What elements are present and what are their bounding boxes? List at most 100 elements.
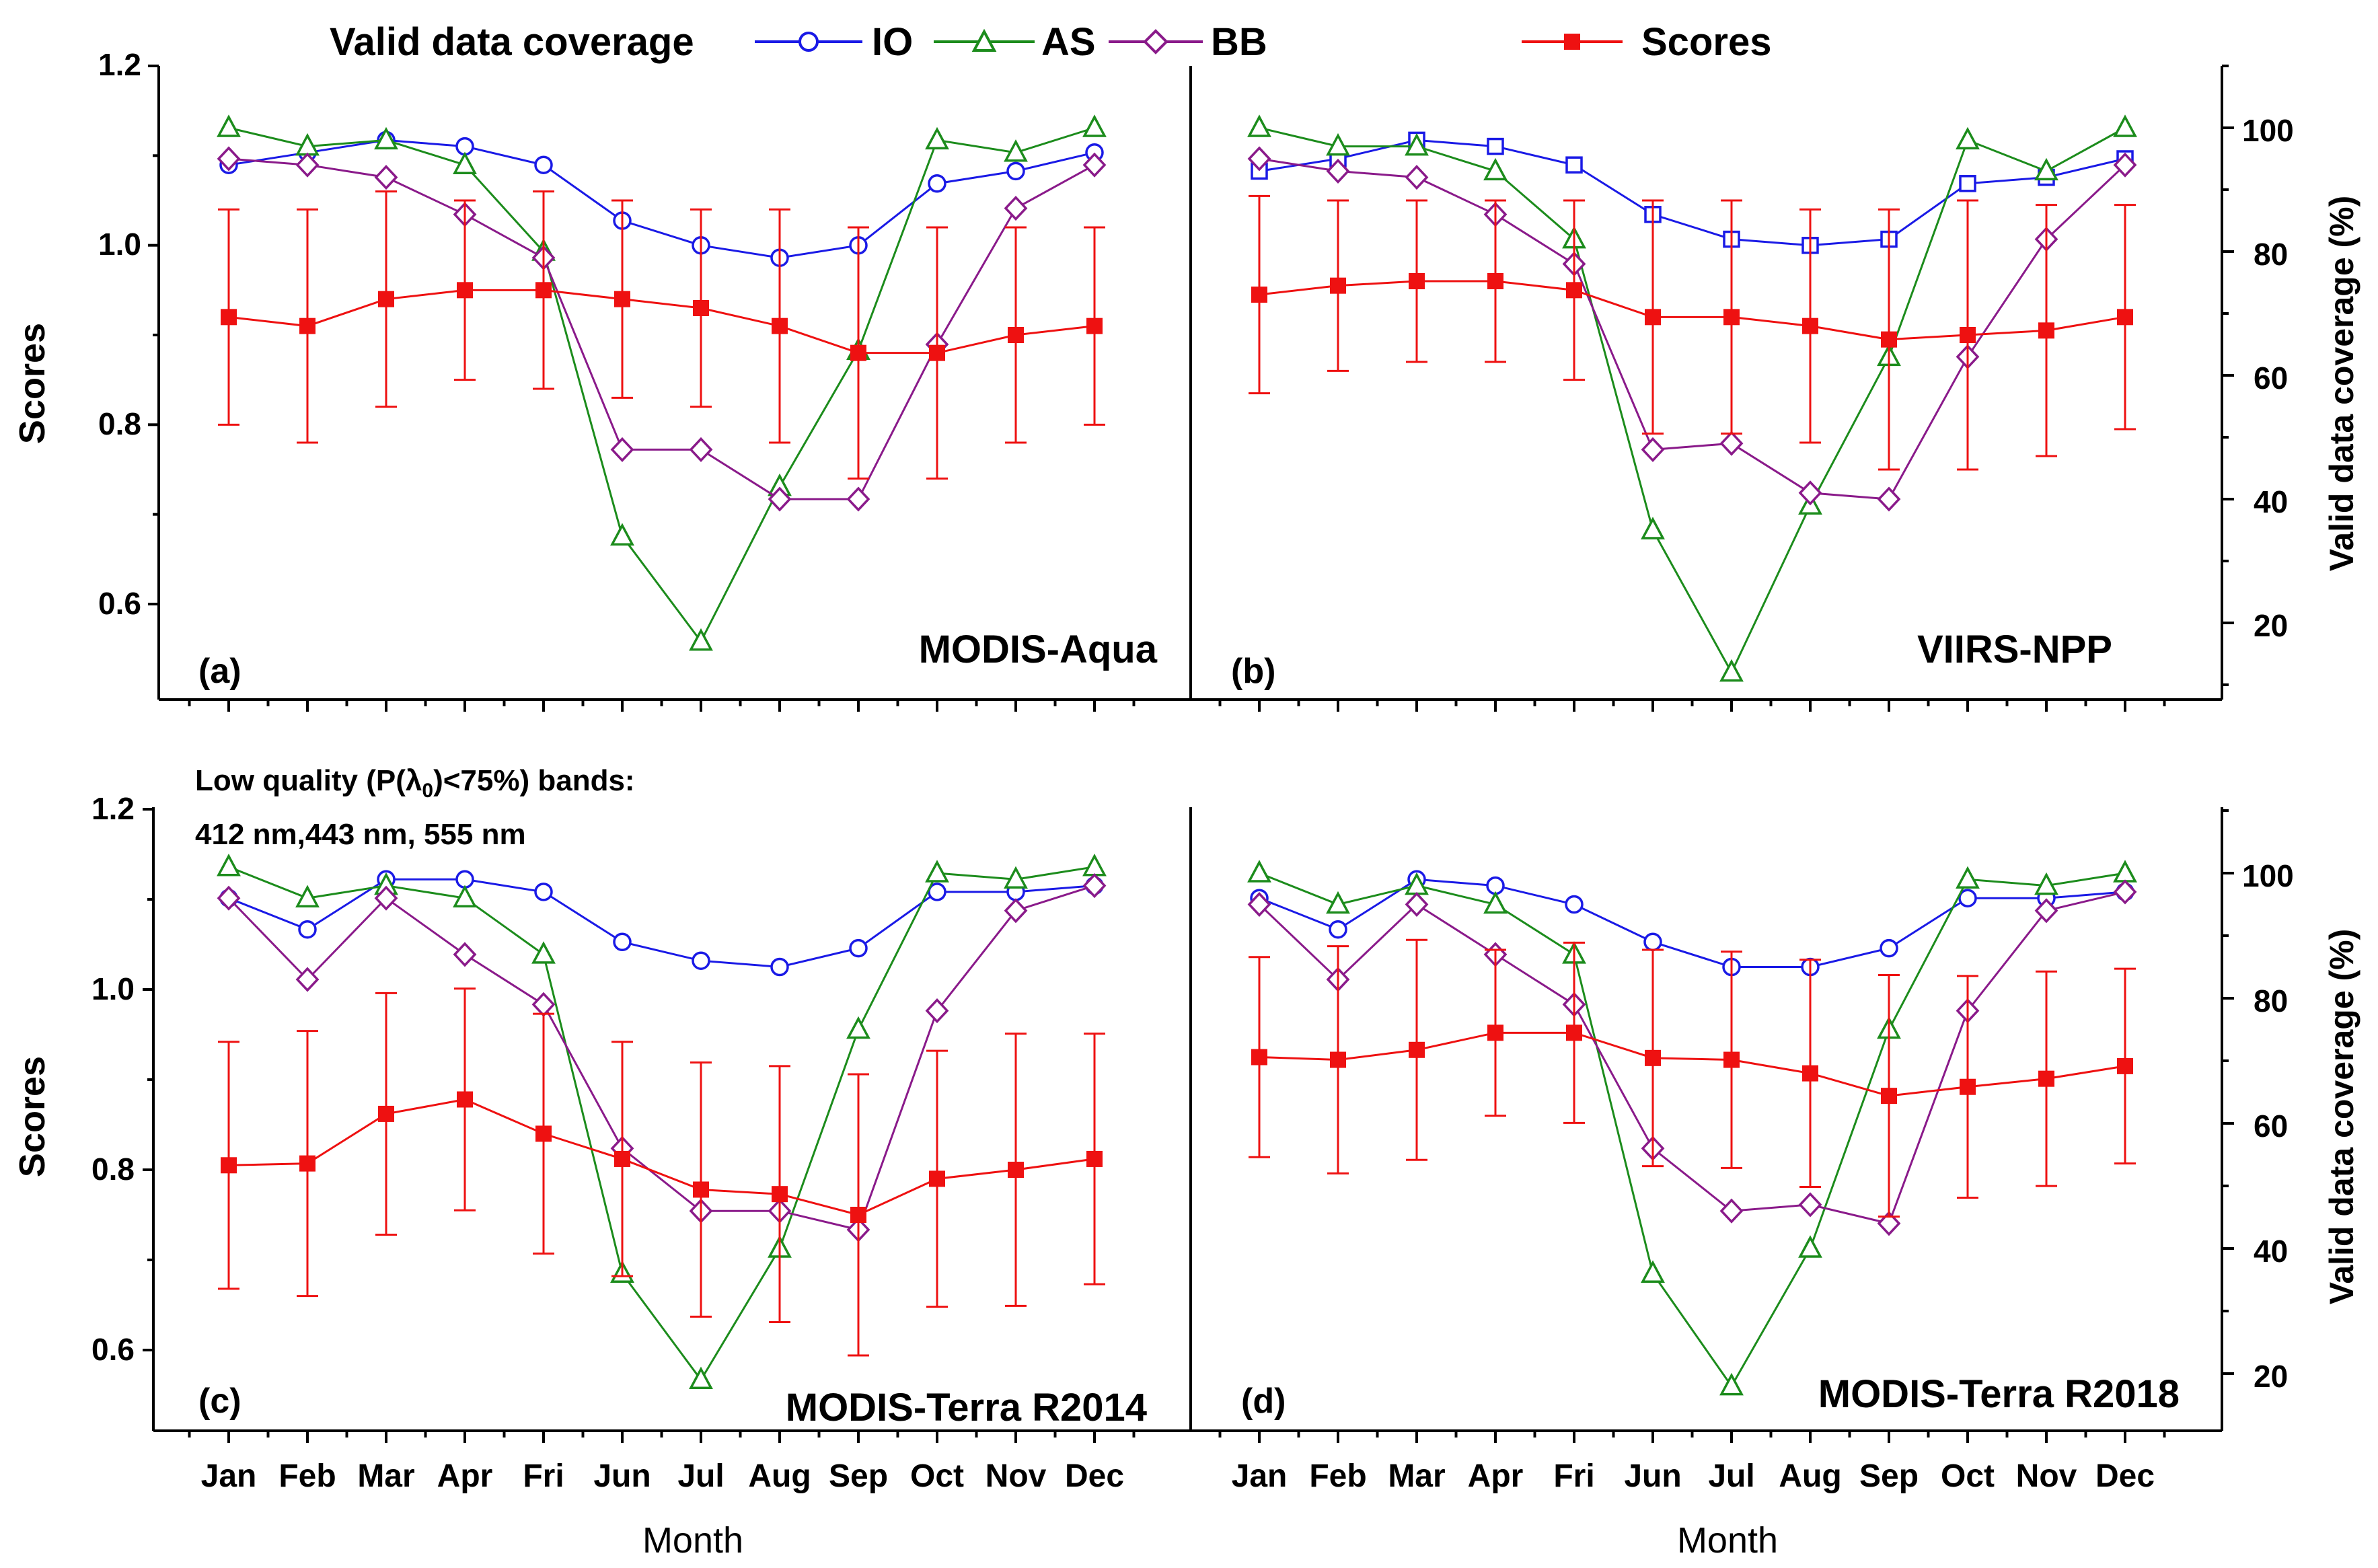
series-bb-point xyxy=(531,992,556,1017)
scores-point xyxy=(1723,1051,1740,1068)
series-as-point xyxy=(1326,133,1350,156)
month-label: Jan xyxy=(1232,1458,1288,1494)
series-bb-point xyxy=(453,942,477,967)
series-as-point xyxy=(1483,157,1508,181)
plot-area xyxy=(217,114,2137,1396)
panel-c-label: (c) xyxy=(198,1382,241,1421)
series-io-point xyxy=(1880,938,1898,958)
scores-point xyxy=(850,344,866,361)
month-labels: Jan Feb Mar Apr Fri Jun Jul Aug Sep Oct Nov Dec Jan F… xyxy=(201,1458,2155,1494)
series-io-point xyxy=(613,932,632,952)
scores-point xyxy=(535,282,552,299)
scores-point xyxy=(2117,1057,2133,1074)
bottom-left-tick-labels: 1.2 1.0 0.8 0.6 xyxy=(91,791,135,1367)
scores-point xyxy=(1330,277,1346,294)
bottom-right-tick-label: 100 xyxy=(2242,858,2294,893)
quality-note-subscript: 0 xyxy=(422,780,433,802)
left-x-axis-title: Month xyxy=(642,1520,743,1561)
scores-point xyxy=(1008,1162,1024,1178)
scores-point xyxy=(1251,1049,1267,1066)
top-left-tick-label: 0.6 xyxy=(98,586,141,621)
series-as-point xyxy=(925,126,949,150)
scores-point xyxy=(614,291,630,307)
series-io-point xyxy=(692,951,710,970)
bottom-left-tick-label: 1.0 xyxy=(91,971,135,1006)
series-bb-point xyxy=(374,885,398,911)
series-bb-point xyxy=(295,152,320,178)
series-as-point xyxy=(1641,1260,1665,1283)
scores-point xyxy=(1008,327,1024,343)
scores-line xyxy=(228,1098,1095,1216)
top-right-axis-title: Valid data coverage (%) xyxy=(2323,196,2361,572)
month-label: Aug xyxy=(1779,1458,1841,1494)
legend-scores-label: Scores xyxy=(1641,20,1771,64)
series-io-point xyxy=(1565,156,1583,174)
axes-frame xyxy=(152,66,2223,1432)
legend-bb-label: BB xyxy=(1211,20,1267,64)
series-bb-point xyxy=(2113,879,2137,905)
series-io-point xyxy=(1006,161,1025,181)
series-io-point xyxy=(1329,920,1347,939)
month-label: Nov xyxy=(986,1458,1047,1494)
series-bb-point xyxy=(217,885,241,911)
legend-coverage-label: Valid data coverage xyxy=(330,20,694,64)
scores-point xyxy=(299,318,315,334)
series-bb-point xyxy=(1719,1198,1744,1224)
scores-point xyxy=(1409,1041,1425,1058)
month-label: Jun xyxy=(1624,1458,1681,1494)
month-label: Sep xyxy=(829,1458,888,1494)
series-bb-point xyxy=(1326,158,1350,184)
series-as-point xyxy=(374,126,398,150)
series-as-line xyxy=(228,866,1095,1382)
series-bb-point xyxy=(374,165,398,190)
top-right-tick-label: 60 xyxy=(2254,361,2288,396)
right-x-axis-title: Month xyxy=(1677,1520,1778,1561)
series-as-point xyxy=(1247,114,1271,137)
series-bb-point xyxy=(2113,152,2137,178)
series-bb-point xyxy=(1798,480,1822,506)
scores-point xyxy=(221,309,237,326)
month-label: Feb xyxy=(1309,1458,1366,1494)
month-label: Apr xyxy=(1468,1458,1524,1494)
series-bb-point xyxy=(768,486,792,512)
scores-point xyxy=(1566,1024,1582,1041)
quality-note-lambda: λ xyxy=(406,764,422,797)
scores-point xyxy=(1251,287,1267,303)
panel-a-label: (a) xyxy=(198,652,241,691)
scores-point xyxy=(1645,1049,1661,1066)
month-label: Dec xyxy=(1065,1458,1124,1494)
series-io-point xyxy=(770,957,789,977)
series-as-point xyxy=(2034,157,2058,181)
series-io-line xyxy=(1259,878,2126,968)
series-io-point xyxy=(1565,895,1584,914)
series-bb-point xyxy=(1405,165,1429,190)
series-bb-point xyxy=(610,437,634,462)
panel-c-title: MODIS-Terra R2014 xyxy=(786,1386,1147,1429)
scores-point xyxy=(614,1150,630,1167)
top-right-tick-labels: 100 80 60 40 20 xyxy=(2242,113,2294,643)
series-io-point xyxy=(1487,137,1504,155)
series-bb-line xyxy=(227,885,1095,1231)
series-io-point xyxy=(1959,175,1976,192)
series-io-point xyxy=(534,883,553,901)
scores-point xyxy=(772,318,788,334)
series-io-line xyxy=(1259,139,2126,247)
series-bb-point xyxy=(1641,437,1665,462)
scores-point xyxy=(299,1155,315,1172)
bottom-right-tick-labels: 100 80 60 40 20 xyxy=(2242,858,2294,1394)
scores-point xyxy=(1802,1065,1818,1082)
top-right-tick-label: 100 xyxy=(2242,113,2294,148)
legend: Valid data coverage IO AS BB Scores xyxy=(330,20,1771,64)
series-as-point xyxy=(217,114,241,137)
scores-point xyxy=(1487,1024,1503,1041)
series-bb-point xyxy=(217,146,241,172)
quality-note-line2: 412 nm,443 nm, 555 nm xyxy=(195,818,526,851)
scores-point xyxy=(1086,1150,1103,1167)
month-label: Oct xyxy=(1941,1458,1995,1494)
series-as-point xyxy=(295,885,320,907)
scores-point xyxy=(457,282,473,299)
series-as-point xyxy=(1483,891,1508,914)
bottom-right-tick-label: 60 xyxy=(2254,1109,2288,1144)
scores-point xyxy=(1881,331,1897,348)
month-label: Jul xyxy=(1708,1458,1754,1494)
